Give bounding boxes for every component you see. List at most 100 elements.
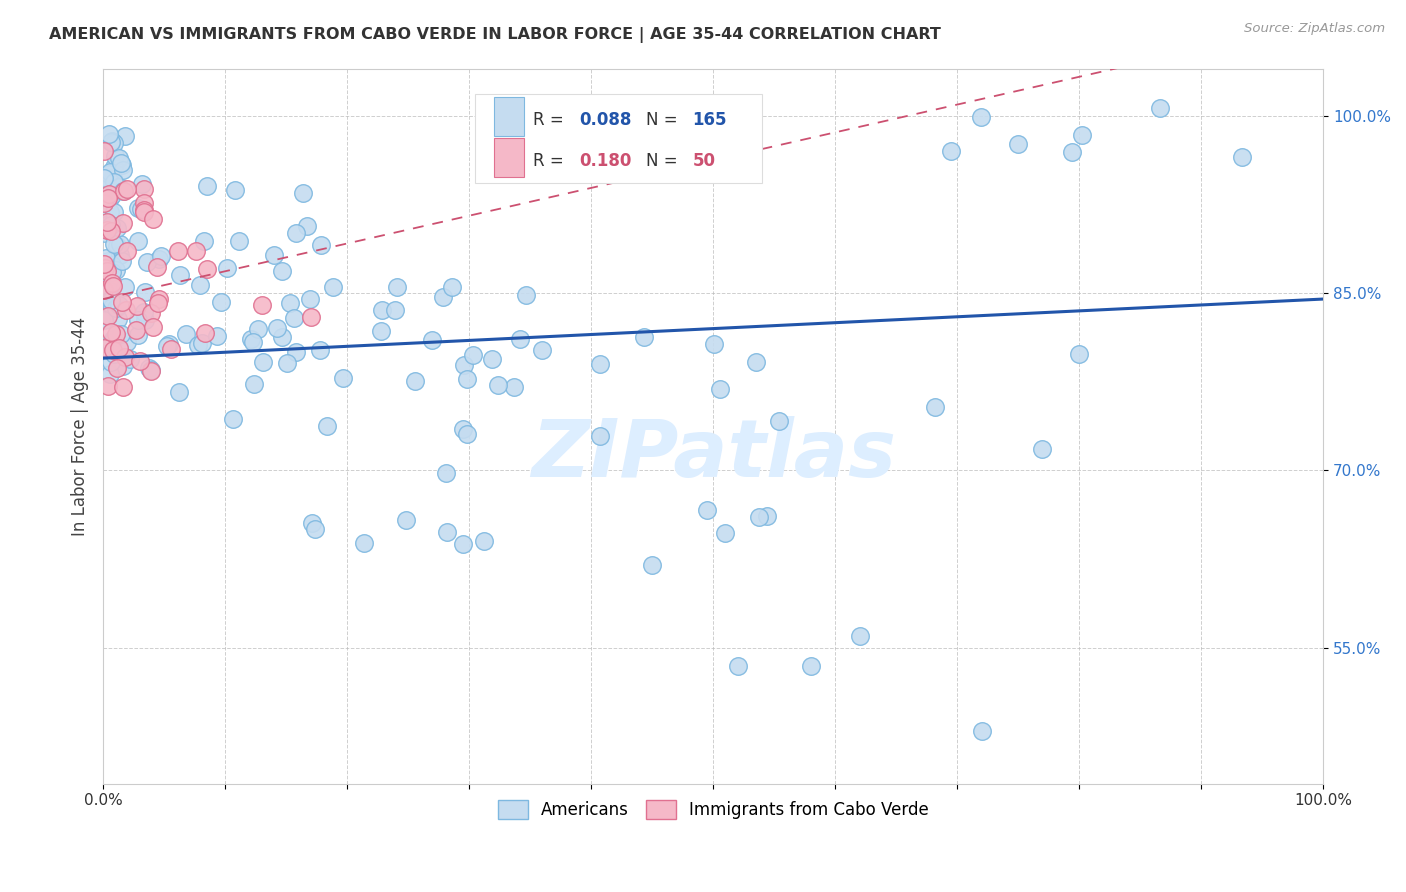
- Point: [316, 418, 339, 433]
- Point: [93, 288, 115, 302]
- Point: [111, 380, 134, 394]
- Point: [240, 333, 263, 347]
- Point: [186, 244, 208, 259]
- Point: [270, 264, 292, 278]
- Point: [108, 180, 131, 194]
- Point: [440, 280, 463, 294]
- Point: [141, 363, 163, 377]
- Point: [93, 257, 115, 271]
- Point: [434, 466, 457, 480]
- Point: [125, 323, 148, 337]
- Point: [703, 337, 725, 351]
- Point: [209, 294, 232, 309]
- Point: [148, 252, 170, 266]
- Point: [105, 239, 128, 253]
- Point: [941, 144, 963, 158]
- Point: [100, 336, 122, 351]
- Text: 50: 50: [693, 153, 716, 170]
- Y-axis label: In Labor Force | Age 35-44: In Labor Force | Age 35-44: [72, 317, 89, 536]
- Point: [709, 382, 731, 396]
- Point: [1031, 442, 1053, 457]
- Point: [100, 355, 122, 369]
- Point: [276, 357, 298, 371]
- Point: [127, 299, 149, 313]
- Point: [98, 205, 121, 219]
- Point: [191, 335, 214, 350]
- Point: [284, 226, 307, 240]
- Point: [118, 351, 141, 366]
- Point: [1007, 137, 1029, 152]
- Point: [266, 321, 288, 335]
- Point: [112, 216, 135, 230]
- Point: [97, 127, 120, 141]
- Point: [96, 215, 118, 229]
- Point: [301, 516, 323, 530]
- Text: 0.088: 0.088: [579, 112, 631, 129]
- Point: [98, 191, 121, 205]
- Point: [453, 359, 475, 373]
- Point: [142, 211, 165, 226]
- Point: [420, 333, 443, 347]
- Point: [97, 186, 120, 201]
- Point: [105, 220, 128, 235]
- Point: [115, 181, 138, 195]
- Text: R =: R =: [533, 153, 568, 170]
- FancyBboxPatch shape: [494, 96, 524, 136]
- Point: [141, 364, 163, 378]
- Point: [111, 163, 134, 178]
- Point: [308, 343, 330, 357]
- Point: [103, 336, 125, 351]
- Text: 0.180: 0.180: [579, 153, 631, 170]
- Point: [1062, 145, 1084, 159]
- Point: [194, 326, 217, 340]
- Point: [456, 372, 478, 386]
- Point: [96, 176, 118, 190]
- Point: [104, 262, 127, 277]
- Point: [104, 148, 127, 162]
- Point: [103, 160, 125, 174]
- Point: [224, 184, 246, 198]
- Point: [146, 295, 169, 310]
- Point: [252, 354, 274, 368]
- Point: [285, 344, 308, 359]
- Point: [228, 234, 250, 248]
- Point: [768, 414, 790, 428]
- Point: [110, 156, 132, 170]
- Point: [270, 330, 292, 344]
- Point: [509, 332, 531, 346]
- Point: [96, 251, 118, 265]
- Point: [432, 290, 454, 304]
- Point: [714, 525, 737, 540]
- Point: [641, 558, 664, 572]
- Point: [190, 278, 212, 293]
- Point: [108, 236, 131, 251]
- Point: [136, 254, 159, 268]
- Point: [193, 234, 215, 248]
- Point: [97, 294, 120, 309]
- Point: [472, 534, 495, 549]
- Point: [94, 170, 117, 185]
- Point: [283, 311, 305, 326]
- Point: [96, 266, 118, 280]
- Point: [103, 136, 125, 150]
- Point: [167, 244, 190, 258]
- Point: [1067, 347, 1090, 361]
- Point: [395, 513, 418, 527]
- Point: [98, 284, 121, 298]
- Point: [309, 238, 332, 252]
- Point: [127, 235, 149, 249]
- Point: [128, 354, 150, 368]
- Point: [107, 298, 129, 312]
- Point: [138, 360, 160, 375]
- Point: [1149, 101, 1171, 115]
- Point: [436, 525, 458, 540]
- Point: [246, 322, 269, 336]
- Point: [263, 247, 285, 261]
- Point: [93, 310, 115, 325]
- Point: [98, 165, 121, 179]
- Point: [292, 186, 315, 200]
- Point: [299, 292, 322, 306]
- Point: [295, 219, 318, 234]
- Point: [461, 348, 484, 362]
- Point: [384, 303, 406, 318]
